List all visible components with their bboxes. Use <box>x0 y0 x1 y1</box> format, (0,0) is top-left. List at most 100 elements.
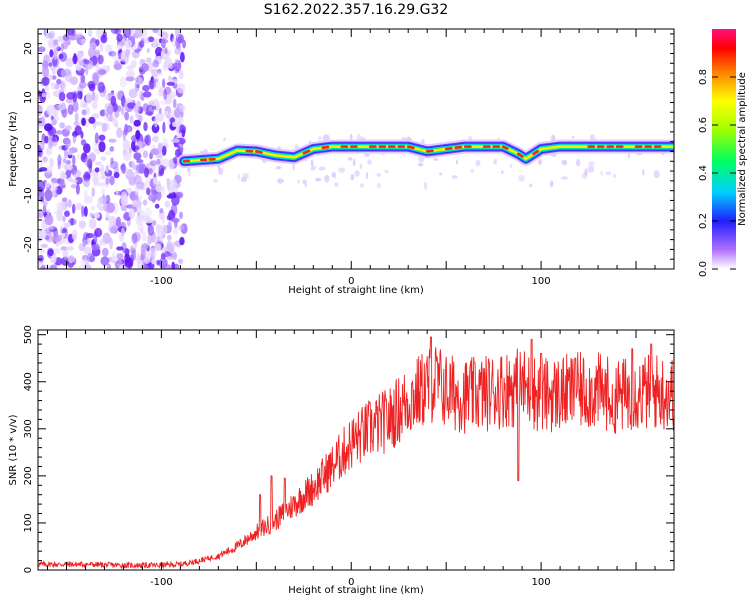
noise-blob <box>83 177 90 188</box>
snr-x-label: Height of straight line (km) <box>288 585 424 596</box>
noise-blob <box>154 203 160 209</box>
x-tick-label: -100 <box>150 577 173 588</box>
noise-blob <box>168 91 176 99</box>
noise-blob <box>61 107 68 118</box>
x-tick-label: 0 <box>348 276 354 287</box>
noise-blob <box>173 263 180 269</box>
noise-blob <box>135 129 141 140</box>
noise-speck <box>509 163 513 168</box>
noise-blob <box>156 30 165 37</box>
noise-blob <box>70 178 78 184</box>
noise-blob <box>62 215 66 223</box>
noise-blob <box>104 94 109 101</box>
noise-blob <box>60 184 66 189</box>
noise-blob <box>83 143 91 154</box>
noise-speck <box>352 158 356 167</box>
ridge-peak-mark <box>454 145 463 150</box>
noise-blob <box>85 107 91 115</box>
noise-blob <box>44 189 53 202</box>
noise-blob <box>144 207 152 217</box>
noise-blob <box>152 135 159 143</box>
noise-blob <box>38 104 43 116</box>
noise-blob <box>180 223 188 235</box>
noise-blob <box>93 212 101 219</box>
ridge-layer-3 <box>181 143 674 165</box>
noise-speck <box>423 181 428 190</box>
noise-blob <box>106 105 114 115</box>
noise-blob <box>150 148 160 156</box>
noise-blob <box>94 227 103 238</box>
noise-blob <box>38 167 48 172</box>
noise-blob <box>109 226 117 234</box>
ridge-peak-mark <box>321 145 330 150</box>
spectrogram-noise-field <box>38 29 678 269</box>
noise-blob <box>49 264 58 269</box>
noise-speck <box>242 172 249 180</box>
noise-blob <box>98 141 106 153</box>
noise-speck <box>676 136 678 141</box>
noise-blob <box>60 173 67 180</box>
noise-blob <box>179 236 185 246</box>
noise-speck <box>354 170 360 177</box>
colorbar-gradient <box>712 29 736 269</box>
noise-blob <box>171 178 177 188</box>
noise-blob <box>178 224 185 231</box>
noise-blob <box>38 123 43 130</box>
noise-blob <box>101 247 109 257</box>
noise-blob <box>164 57 173 69</box>
noise-blob <box>66 92 76 100</box>
noise-speck <box>275 166 282 170</box>
noise-blob <box>175 191 184 199</box>
noise-blob <box>160 224 168 235</box>
noise-blob <box>137 214 142 224</box>
y-tick-label: 10 <box>23 91 34 104</box>
noise-speck <box>218 167 224 176</box>
noise-blob <box>172 227 179 235</box>
noise-blob <box>67 164 73 171</box>
noise-blob <box>84 190 88 200</box>
noise-blob <box>123 150 132 162</box>
noise-speck <box>322 134 330 142</box>
noise-blob <box>72 154 76 166</box>
x-tick-label: -100 <box>150 276 173 287</box>
noise-blob <box>51 67 56 75</box>
noise-blob <box>72 29 76 37</box>
y-tick-label: 400 <box>23 372 34 391</box>
noise-blob <box>53 116 60 121</box>
noise-blob <box>42 156 48 163</box>
colorbar-tick-label: 0.0 <box>698 261 709 277</box>
noise-blob <box>87 236 91 246</box>
noise-speck <box>470 168 475 173</box>
noise-blob <box>178 258 184 264</box>
noise-blob <box>60 43 64 52</box>
snr-y-label: SNR (10 * v/v) <box>8 414 19 485</box>
x-tick-label: 100 <box>532 577 551 588</box>
noise-blob <box>40 196 45 203</box>
noise-blob <box>124 111 130 121</box>
noise-blob <box>109 146 115 152</box>
noise-blob <box>159 208 164 214</box>
noise-blob <box>174 107 181 118</box>
ridge-peak-mark <box>517 152 524 158</box>
noise-speck <box>384 169 389 174</box>
noise-blob <box>55 130 63 135</box>
noise-blob <box>120 194 129 207</box>
noise-blob <box>78 52 84 59</box>
spectrogram-ridge <box>177 139 674 169</box>
spectrogram-x-label: Height of straight line (km) <box>288 285 424 296</box>
noise-blob <box>166 81 175 86</box>
noise-blob <box>133 105 139 114</box>
noise-blob <box>92 142 98 153</box>
noise-blob <box>79 80 87 89</box>
noise-speck <box>315 177 322 182</box>
noise-blob <box>143 37 150 44</box>
noise-blob <box>64 125 72 131</box>
noise-blob <box>53 110 59 118</box>
noise-speck <box>304 182 307 189</box>
noise-blob <box>113 171 120 179</box>
noise-blob <box>119 76 127 88</box>
noise-speck <box>359 163 363 170</box>
noise-speck <box>642 169 645 176</box>
noise-blob <box>155 112 165 122</box>
noise-blob <box>143 91 152 98</box>
